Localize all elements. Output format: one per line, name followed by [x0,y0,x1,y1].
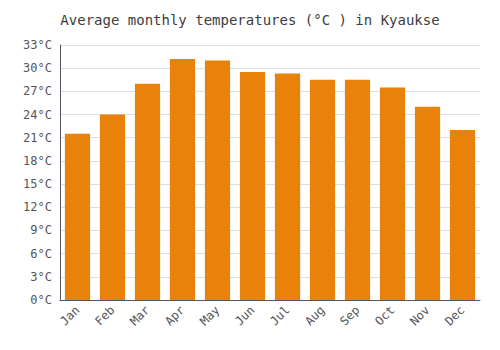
svg-text:Oct: Oct [372,303,397,328]
svg-text:Jan: Jan [57,303,82,328]
svg-text:24°C: 24°C [23,108,52,122]
svg-text:Nov: Nov [407,303,432,328]
svg-text:Sep: Sep [337,303,362,328]
svg-text:27°C: 27°C [23,84,52,98]
svg-text:Mar: Mar [127,303,152,328]
svg-text:Aug: Aug [302,303,327,328]
svg-text:18°C: 18°C [23,154,52,168]
svg-text:30°C: 30°C [23,61,52,75]
svg-text:Average monthly temperatures (: Average monthly temperatures (°C ) in Ky… [60,12,439,28]
svg-text:3°C: 3°C [30,270,52,284]
svg-text:12°C: 12°C [23,200,52,214]
svg-text:6°C: 6°C [30,247,52,261]
svg-text:0°C: 0°C [30,293,52,307]
svg-text:Feb: Feb [92,303,117,328]
svg-text:Apr: Apr [162,303,187,328]
svg-text:May: May [197,303,222,328]
svg-text:9°C: 9°C [30,223,52,237]
svg-text:33°C: 33°C [23,38,52,52]
svg-text:Dec: Dec [442,303,467,328]
svg-text:Jul: Jul [267,303,292,328]
svg-text:15°C: 15°C [23,177,52,191]
svg-text:21°C: 21°C [23,131,52,145]
svg-text:Jun: Jun [232,303,257,328]
